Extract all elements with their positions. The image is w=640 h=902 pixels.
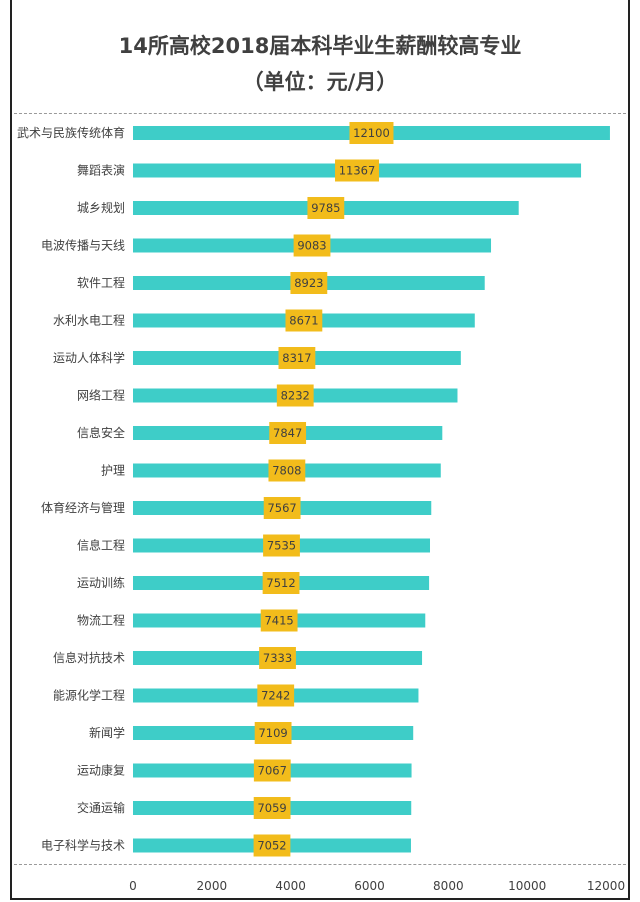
data-label: 11367: [339, 164, 376, 178]
x-tick-label: 6000: [354, 879, 385, 893]
category-label: 武术与民族传统体育: [17, 125, 125, 140]
data-label: 9785: [311, 201, 340, 215]
data-label-box: [263, 534, 300, 557]
data-label-box: [263, 497, 301, 519]
category-label: 信息对抗技术: [53, 650, 125, 665]
data-label: 8317: [282, 351, 311, 365]
data-label-box: [268, 459, 306, 482]
data-label-box: [285, 309, 323, 332]
data-label: 7109: [258, 726, 287, 740]
category-label: 软件工程: [77, 275, 125, 290]
data-label-box: [253, 834, 291, 857]
chart-frame: [10, 0, 630, 900]
data-label-box: [260, 609, 298, 632]
data-label-box: [253, 759, 291, 782]
x-tick-label: 4000: [275, 879, 306, 893]
bottom-divider: [14, 864, 626, 865]
data-label: 8232: [281, 389, 310, 403]
data-label-box: [257, 684, 295, 707]
data-label: 7512: [266, 576, 295, 590]
category-label: 水利水电工程: [53, 313, 125, 328]
data-label-box: [262, 572, 300, 594]
data-label-box: [254, 722, 292, 744]
data-label: 7535: [267, 539, 296, 553]
x-tick-label: 0: [129, 879, 137, 893]
category-label: 网络工程: [77, 388, 125, 403]
category-label: 物流工程: [77, 613, 125, 628]
category-label: 能源化学工程: [53, 688, 125, 703]
data-label: 7415: [264, 614, 293, 628]
data-label: 8923: [294, 276, 323, 290]
category-label: 电子科学与技术: [41, 838, 125, 853]
data-label: 8671: [289, 314, 318, 328]
data-label: 7067: [258, 764, 287, 778]
data-label: 9083: [297, 239, 326, 253]
data-label-box: [278, 347, 316, 369]
data-label: 7847: [273, 426, 302, 440]
data-label-box: [276, 384, 314, 407]
chart-title: 14所高校2018届本科毕业生薪酬较高专业: [118, 34, 522, 58]
category-label: 信息工程: [77, 538, 125, 553]
data-label-box: [253, 797, 291, 819]
category-label: 信息安全: [77, 425, 125, 440]
data-label-box: [269, 422, 307, 444]
category-label: 电波传播与天线: [41, 238, 125, 253]
data-label: 7567: [267, 501, 296, 515]
data-label: 7052: [257, 839, 286, 853]
data-label: 7808: [272, 464, 301, 478]
x-tick-label: 12000: [587, 879, 625, 893]
data-label: 7333: [263, 651, 292, 665]
data-label: 7242: [261, 689, 290, 703]
category-label: 运动训练: [77, 575, 125, 590]
chart-subtitle: （单位：元/月）: [242, 70, 398, 94]
data-label-box: [293, 234, 331, 257]
x-tick-label: 2000: [197, 879, 228, 893]
category-label: 运动人体科学: [53, 350, 125, 365]
x-tick-label: 8000: [433, 879, 464, 893]
top-divider: [14, 113, 626, 114]
category-label: 运动康复: [77, 763, 125, 778]
category-label: 护理: [101, 464, 125, 478]
category-label: 体育经济与管理: [41, 500, 125, 515]
x-tick-label: 10000: [508, 879, 546, 893]
data-label-box: [335, 159, 380, 182]
category-label: 城乡规划: [77, 200, 125, 215]
data-label-box: [307, 197, 345, 219]
category-label: 舞蹈表演: [77, 163, 125, 178]
category-label: 交通运输: [77, 800, 125, 815]
data-label-box: [349, 122, 394, 144]
data-label: 7059: [257, 801, 286, 815]
data-label-box: [259, 647, 296, 669]
data-label: 12100: [353, 126, 390, 140]
category-label: 新闻学: [89, 725, 125, 740]
data-label-box: [290, 272, 328, 294]
